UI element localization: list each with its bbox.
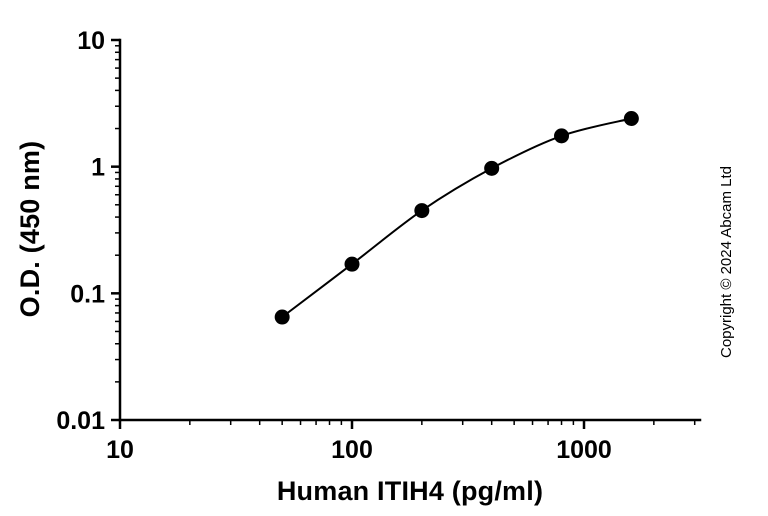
data-point-marker <box>484 160 500 176</box>
x-tick-label: 1000 <box>556 436 612 464</box>
data-point-marker <box>414 203 430 219</box>
y-tick-label: 0.1 <box>70 280 105 308</box>
data-point-marker <box>274 309 290 325</box>
y-axis-title: O.D. (450 nm) <box>15 140 45 318</box>
data-point-marker <box>623 111 639 127</box>
y-tick-label: 10 <box>77 27 105 55</box>
data-point-marker <box>344 256 360 272</box>
copyright-text: Copyright © 2024 Abcam Ltd <box>718 166 735 358</box>
x-tick-label: 10 <box>106 436 134 464</box>
y-tick-label: 0.01 <box>56 407 105 435</box>
x-axis-title: Human ITIH4 (pg/ml) <box>276 476 544 506</box>
x-tick-label: 100 <box>331 436 373 464</box>
data-curve <box>281 117 632 318</box>
y-tick-label: 1 <box>91 154 105 182</box>
data-point-marker <box>554 128 570 144</box>
